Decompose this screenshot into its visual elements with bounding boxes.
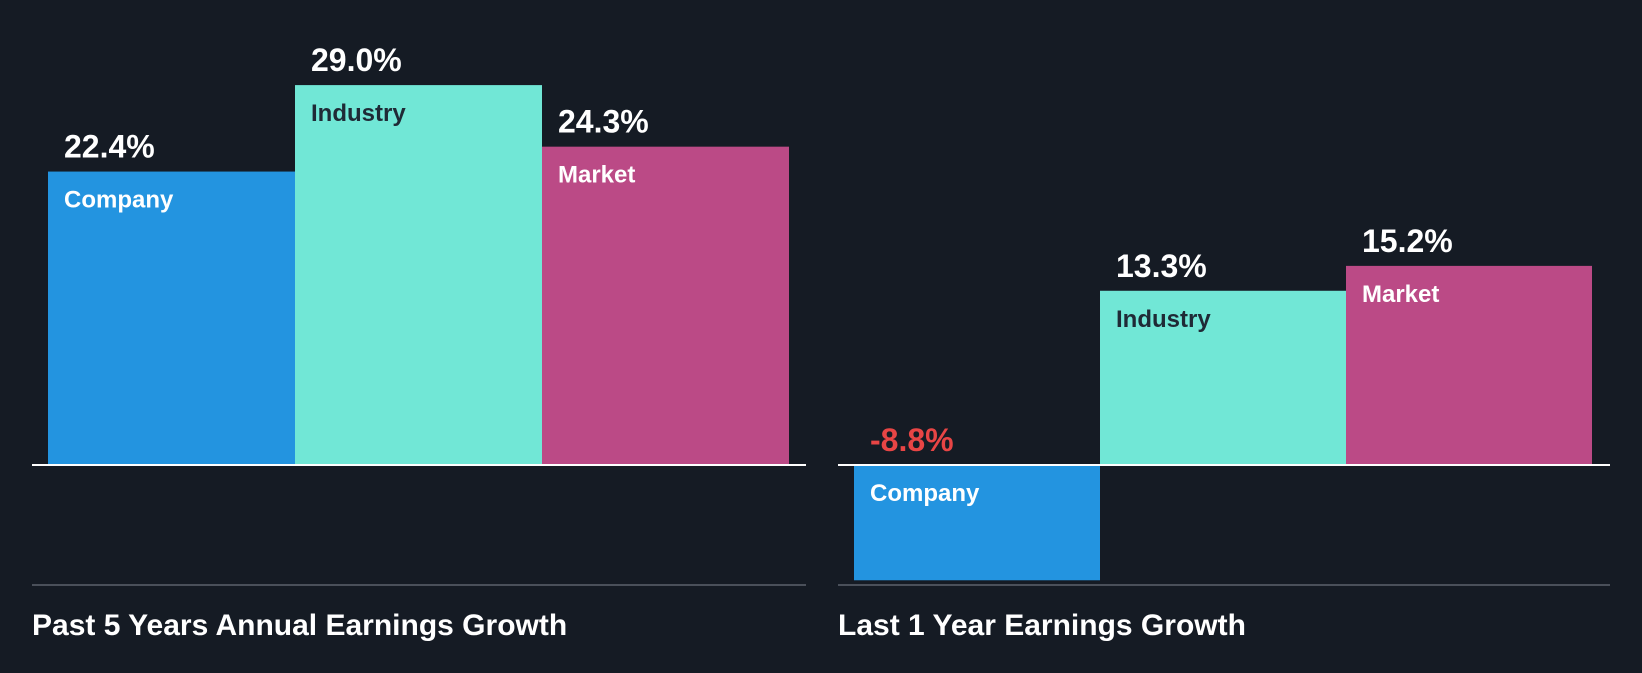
bar-label-market: Market xyxy=(1362,281,1439,308)
bar-company xyxy=(854,465,1100,581)
chart-panel-2: Company -8.8% Industry 13.3% Market 15.2% xyxy=(838,223,1610,586)
bar-label-company: Company xyxy=(870,480,980,507)
bar-company xyxy=(48,171,295,465)
bar-market xyxy=(542,146,789,466)
value-label-company: 22.4% xyxy=(64,129,155,165)
chart-title-past-5-years: Past 5 Years Annual Earnings Growth xyxy=(32,609,568,642)
bar-label-market: Market xyxy=(558,162,635,189)
bar-industry xyxy=(1100,290,1346,465)
bar-label-industry: Industry xyxy=(1116,306,1211,333)
bar-label-industry: Industry xyxy=(311,100,406,127)
value-label-market: 15.2% xyxy=(1362,223,1453,259)
value-label-company: -8.8% xyxy=(870,422,954,458)
chart-title-last-1-year: Last 1 Year Earnings Growth xyxy=(838,609,1246,642)
value-label-market: 24.3% xyxy=(558,104,649,140)
bar-label-company: Company xyxy=(64,187,174,214)
value-label-industry: 13.3% xyxy=(1116,248,1207,284)
bar-industry xyxy=(295,85,542,465)
value-label-industry: 29.0% xyxy=(311,42,402,78)
chart-panel-1: Company 22.4% Industry 29.0% Market 24.3% xyxy=(32,42,806,586)
bar-market xyxy=(1346,265,1592,465)
